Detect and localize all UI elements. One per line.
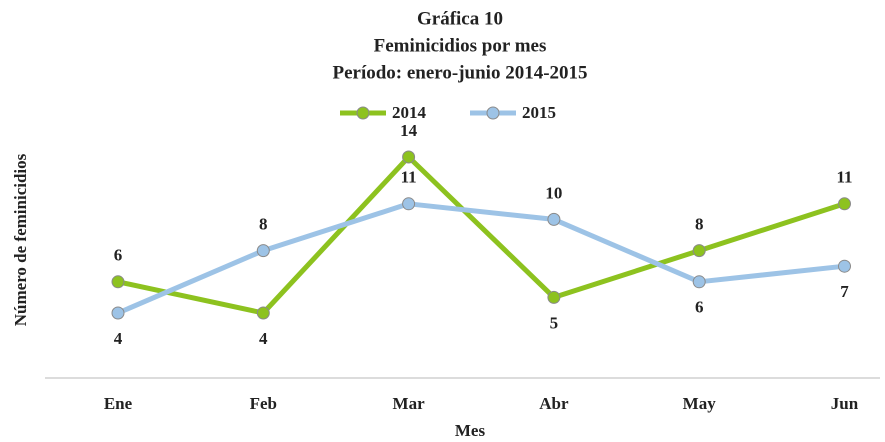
- point: [547, 212, 561, 226]
- x-tick-label: Jun: [831, 394, 859, 413]
- data-label: 8: [259, 215, 268, 234]
- point: [256, 244, 270, 258]
- legend-label: 2015: [522, 103, 556, 122]
- legend-label: 2014: [392, 103, 427, 122]
- data-label: 10: [545, 183, 562, 202]
- x-axis-label: Mes: [455, 421, 486, 440]
- chart-title: Gráfica 10: [417, 8, 503, 29]
- chart-title: Período: enero-junio 2014-2015: [332, 62, 587, 83]
- point: [111, 306, 125, 320]
- data-label: 7: [840, 282, 849, 301]
- data-label: 4: [114, 329, 123, 348]
- x-tick-label: Feb: [250, 394, 277, 413]
- data-label: 11: [836, 168, 852, 187]
- legend-marker: [356, 106, 370, 120]
- point: [402, 150, 416, 164]
- data-label: 6: [114, 246, 123, 265]
- data-label: 4: [259, 329, 268, 348]
- data-label: 14: [400, 121, 418, 140]
- series-line: [117, 154, 846, 316]
- x-tick-label: May: [683, 394, 717, 413]
- series-line: [117, 201, 845, 316]
- point: [838, 259, 851, 273]
- data-label: 5: [550, 313, 559, 332]
- point: [692, 275, 706, 289]
- x-tick-label: Mar: [393, 394, 426, 413]
- y-axis-label: Número de feminicidios: [11, 153, 30, 326]
- point: [838, 197, 851, 211]
- x-tick-label: Abr: [539, 394, 569, 413]
- data-label: 11: [401, 168, 417, 187]
- point: [256, 306, 270, 320]
- chart-title: Feminicidios por mes: [374, 35, 547, 56]
- point: [111, 275, 125, 289]
- point: [692, 244, 706, 258]
- data-label: 6: [695, 298, 704, 317]
- data-label: 8: [695, 215, 704, 234]
- x-tick-label: Ene: [104, 394, 133, 413]
- point: [547, 290, 561, 304]
- legend-marker: [486, 106, 500, 120]
- point: [402, 197, 416, 211]
